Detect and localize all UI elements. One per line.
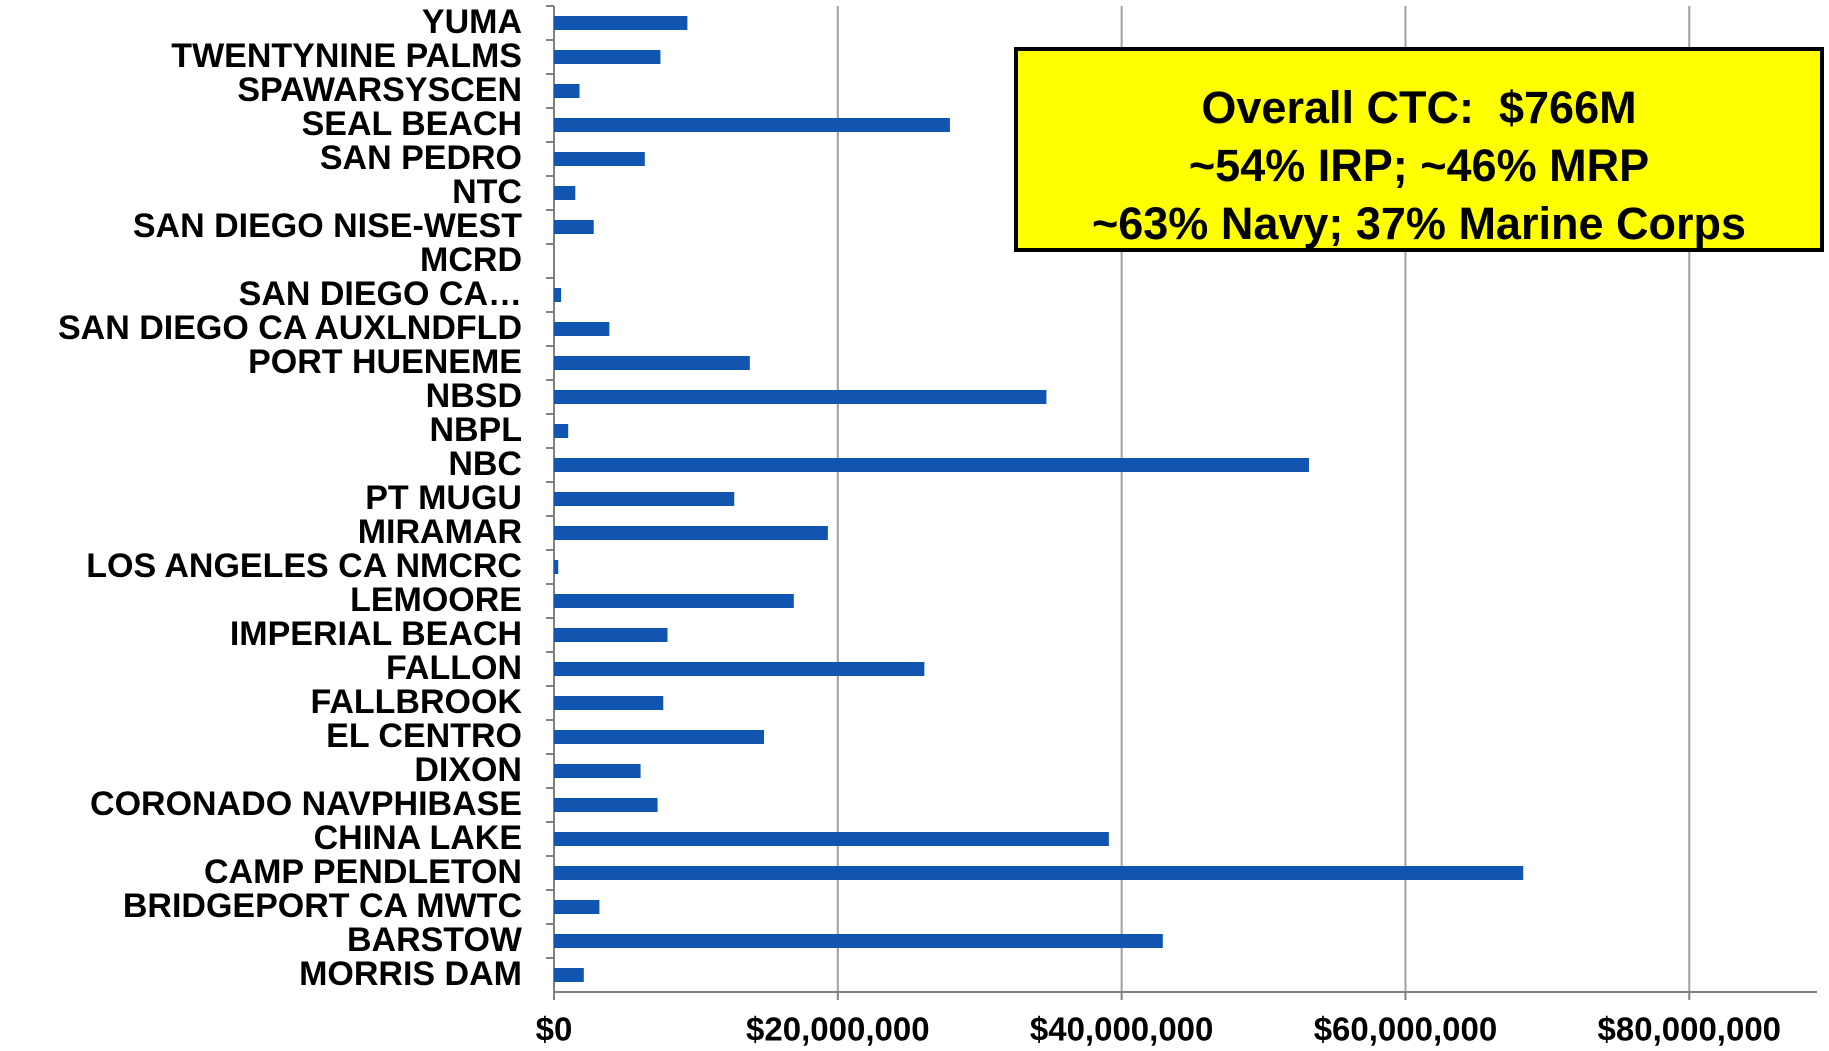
x-tick-label: $20,000,000	[746, 1011, 930, 1048]
bar	[554, 798, 658, 812]
bar	[554, 526, 828, 540]
bar	[554, 934, 1163, 948]
bar	[554, 152, 645, 166]
bar	[554, 662, 925, 676]
bar	[554, 288, 562, 302]
bar	[554, 220, 594, 234]
annotation-text: ~63% Navy; 37% Marine Corps	[1092, 198, 1746, 249]
y-tick-label: SAN PEDRO	[320, 139, 522, 177]
bar	[554, 628, 668, 642]
y-tick-label: PT MUGU	[365, 479, 522, 517]
bar	[554, 968, 584, 982]
y-tick-label: SAN DIEGO NISE-WEST	[133, 207, 522, 245]
y-tick-label: MIRAMAR	[358, 513, 522, 551]
bar	[554, 390, 1047, 404]
y-tick-label: FALLON	[386, 649, 522, 687]
annotation-text: ~54% IRP; ~46% MRP	[1189, 140, 1649, 191]
y-tick-label: IMPERIAL BEACH	[230, 615, 522, 653]
y-tick-label: CHINA LAKE	[314, 819, 522, 857]
bar	[554, 16, 688, 30]
bar	[554, 356, 750, 370]
y-tick-label: NBC	[448, 445, 522, 483]
bar	[554, 84, 580, 98]
bar	[554, 118, 950, 132]
y-tick-label: SAN DIEGO CA…	[239, 275, 522, 313]
y-tick-label: NBSD	[426, 377, 522, 415]
annotation-box	[1014, 47, 1824, 252]
y-tick-label: BRIDGEPORT CA MWTC	[123, 887, 522, 925]
bar	[554, 866, 1524, 880]
y-tick-label: SPAWARSYSCEN	[237, 71, 522, 109]
y-tick-label: SAN DIEGO CA AUXLNDFLD	[58, 309, 522, 347]
bar	[554, 492, 735, 506]
annotation-text: Overall CTC: $766M	[1201, 82, 1636, 133]
x-tick-label: $40,000,000	[1030, 1011, 1214, 1048]
bar	[554, 560, 559, 574]
y-tick-label: MCRD	[420, 241, 522, 279]
bar	[554, 832, 1109, 846]
y-tick-label: NTC	[452, 173, 522, 211]
bar	[554, 458, 1309, 472]
bar	[554, 186, 576, 200]
y-tick-label: NBPL	[429, 411, 522, 449]
x-tick-label: $80,000,000	[1598, 1011, 1782, 1048]
y-tick-label: CAMP PENDLETON	[204, 853, 522, 891]
bar	[554, 594, 794, 608]
y-tick-label: PORT HUENEME	[248, 343, 522, 381]
bar	[554, 424, 569, 438]
y-tick-label: EL CENTRO	[326, 717, 522, 755]
y-tick-label: MORRIS DAM	[299, 955, 522, 993]
y-tick-label: CORONADO NAVPHIBASE	[90, 785, 522, 823]
bar	[554, 50, 661, 64]
y-tick-label: LEMOORE	[350, 581, 522, 619]
y-tick-label: BARSTOW	[347, 921, 523, 959]
y-tick-label: FALLBROOK	[310, 683, 522, 721]
y-tick-label: LOS ANGELES CA NMCRC	[86, 547, 522, 585]
bar	[554, 764, 641, 778]
y-tick-label: SEAL BEACH	[302, 105, 522, 143]
y-tick-label: YUMA	[422, 3, 522, 41]
bar	[554, 900, 600, 914]
x-tick-label: $60,000,000	[1314, 1011, 1498, 1048]
bar	[554, 696, 664, 710]
x-tick-label: $0	[536, 1011, 573, 1048]
y-tick-label: DIXON	[414, 751, 522, 789]
bar	[554, 730, 765, 744]
y-tick-label: TWENTYNINE PALMS	[171, 37, 522, 75]
bar	[554, 322, 610, 336]
